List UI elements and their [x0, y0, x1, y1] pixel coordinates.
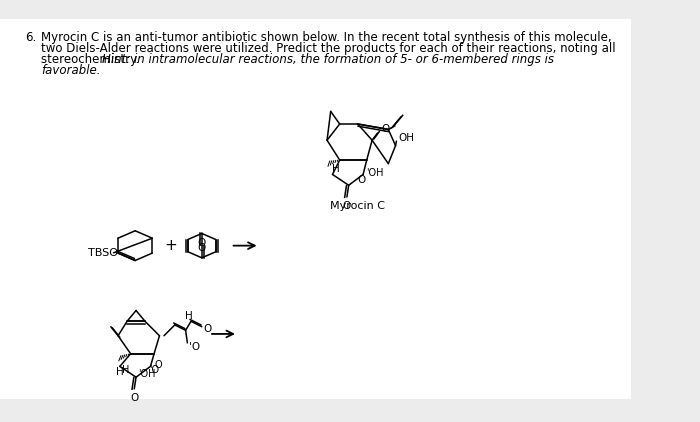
- Text: O: O: [197, 243, 206, 253]
- Text: O: O: [357, 175, 365, 185]
- Text: +: +: [164, 238, 178, 253]
- Text: O: O: [204, 324, 212, 333]
- Text: 'O: 'O: [189, 341, 200, 352]
- FancyBboxPatch shape: [0, 19, 631, 399]
- Text: O: O: [197, 238, 206, 248]
- Text: 6.: 6.: [25, 31, 36, 44]
- Text: H: H: [122, 365, 129, 375]
- Text: Myrocin C: Myrocin C: [330, 201, 385, 211]
- Text: OH: OH: [398, 133, 414, 143]
- Text: H: H: [332, 164, 340, 174]
- Text: O: O: [343, 200, 351, 211]
- Text: Myrocin C is an anti-tumor antibiotic shown below. In the recent total synthesis: Myrocin C is an anti-tumor antibiotic sh…: [41, 31, 612, 44]
- Text: H: H: [186, 311, 193, 321]
- Text: stereochemistry.: stereochemistry.: [41, 53, 144, 66]
- Text: O: O: [130, 392, 139, 403]
- Text: 'OH: 'OH: [138, 368, 155, 379]
- Text: H: H: [116, 367, 123, 377]
- Text: favorable.: favorable.: [41, 64, 101, 77]
- Text: O: O: [154, 360, 162, 370]
- Text: Hint: in intramolecular reactions, the formation of 5- or 6-membered rings is: Hint: in intramolecular reactions, the f…: [102, 53, 554, 66]
- Text: 'O: 'O: [148, 365, 159, 375]
- Text: TBSO: TBSO: [88, 248, 118, 258]
- Text: two Diels-Alder reactions were utilized. Predict the products for each of their : two Diels-Alder reactions were utilized.…: [41, 42, 616, 55]
- Text: 'OH: 'OH: [366, 168, 384, 178]
- Text: O: O: [381, 124, 389, 134]
